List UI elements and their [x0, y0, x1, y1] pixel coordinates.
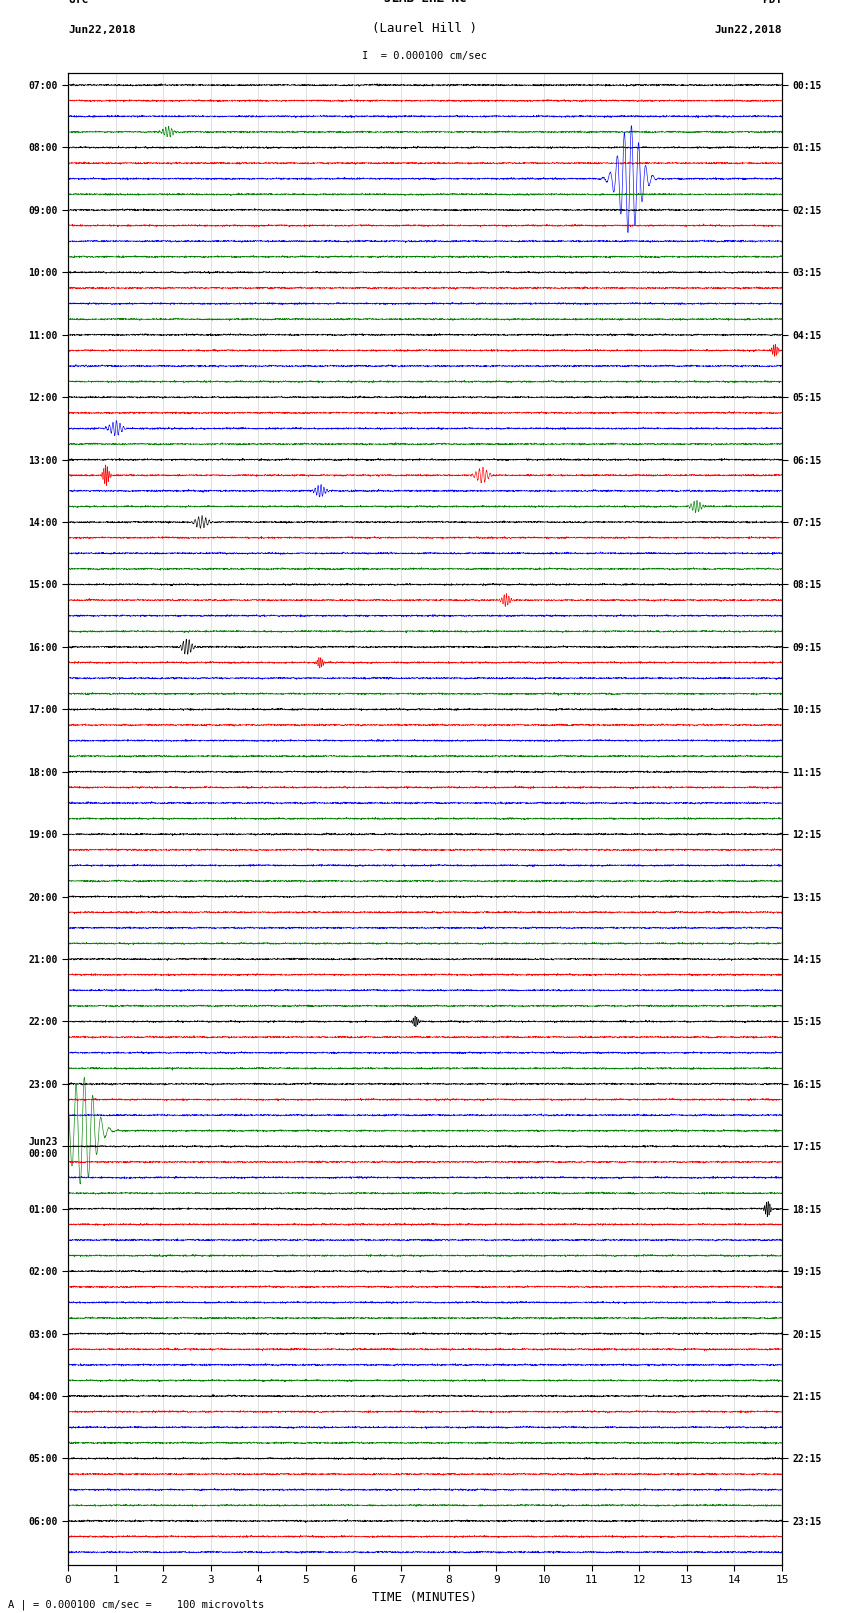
Text: PDT: PDT: [762, 0, 782, 5]
Text: Jun22,2018: Jun22,2018: [68, 26, 135, 35]
X-axis label: TIME (MINUTES): TIME (MINUTES): [372, 1590, 478, 1603]
Text: Jun22,2018: Jun22,2018: [715, 26, 782, 35]
Text: I  = 0.000100 cm/sec: I = 0.000100 cm/sec: [362, 50, 488, 61]
Text: UTC: UTC: [68, 0, 88, 5]
Text: (Laurel Hill ): (Laurel Hill ): [372, 23, 478, 35]
Text: JLAB EHZ NC: JLAB EHZ NC: [383, 0, 467, 5]
Text: A | = 0.000100 cm/sec =    100 microvolts: A | = 0.000100 cm/sec = 100 microvolts: [8, 1598, 264, 1610]
